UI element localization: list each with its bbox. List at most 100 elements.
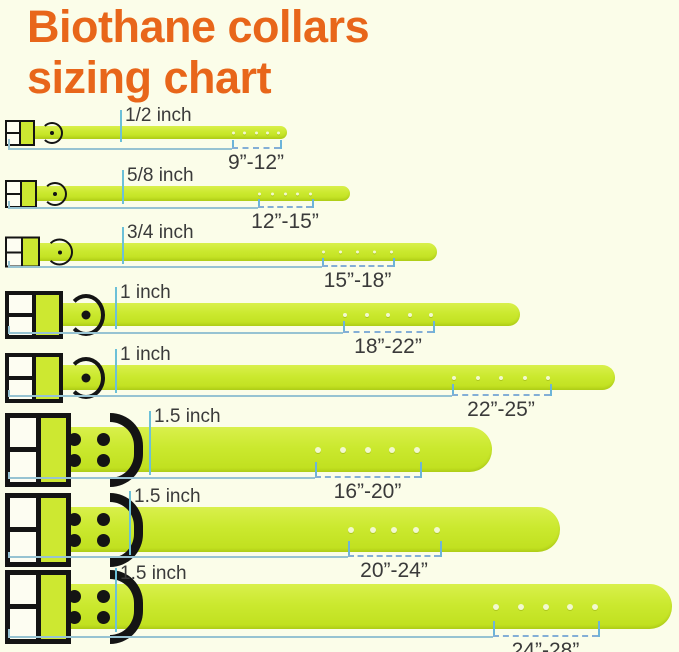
measure-tick-start — [322, 258, 324, 267]
rivets-icon — [68, 432, 110, 467]
measure-tick-start — [343, 321, 345, 333]
range-label: 24”-28” — [511, 639, 580, 652]
buckle-icon — [5, 569, 71, 644]
collar-strap — [8, 243, 437, 261]
measure-line-dashed — [348, 555, 440, 557]
measure-tick-end — [433, 321, 435, 333]
adjustment-holes — [493, 603, 598, 610]
adjustment-holes — [348, 526, 440, 533]
d-ring-icon — [46, 238, 73, 266]
measure-stub — [8, 390, 10, 396]
width-tick — [122, 227, 124, 264]
d-ring-icon — [67, 356, 105, 399]
measure-tick-start — [315, 462, 317, 478]
measure-tick-start — [493, 621, 495, 637]
measure-line-dashed — [343, 331, 433, 333]
buckle-icon — [5, 492, 71, 567]
collar-strap — [8, 365, 615, 390]
range-label: 12”-15” — [251, 210, 319, 233]
measure-line-solid — [8, 332, 343, 334]
measure-stub — [8, 326, 10, 333]
d-ring-icon — [110, 412, 143, 487]
measure-tick-start — [258, 199, 260, 208]
measure-line-dashed — [232, 147, 280, 149]
measure-tick-end — [598, 621, 600, 637]
measure-tick-start — [452, 384, 454, 396]
measure-line-dashed — [322, 265, 393, 267]
width-tick — [115, 349, 117, 393]
measure-line-solid — [8, 556, 348, 558]
measure-tick-start — [232, 140, 234, 149]
range-label: 16”-20” — [333, 480, 402, 503]
collar-strap — [8, 427, 492, 472]
measure-stub — [8, 201, 10, 208]
range-label: 9”-12” — [227, 151, 285, 174]
measure-tick-start — [348, 541, 350, 557]
measure-line-solid — [8, 395, 452, 397]
width-label: 1.5 inch — [134, 486, 201, 507]
width-tick — [120, 110, 122, 142]
measure-stub — [8, 139, 10, 149]
width-label: 5/8 inch — [127, 165, 194, 186]
measure-line-solid — [8, 636, 493, 638]
buckle-icon — [5, 179, 37, 208]
buckle-icon — [5, 119, 35, 146]
measure-stub — [8, 261, 10, 267]
range-label: 18”-22” — [354, 335, 422, 358]
buckle-icon — [5, 290, 63, 339]
buckle-icon — [5, 352, 63, 403]
width-tick — [129, 491, 131, 555]
range-label: 22”-25” — [467, 398, 535, 421]
measure-line-dashed — [493, 635, 598, 637]
adjustment-holes — [315, 446, 420, 453]
measure-line-solid — [8, 207, 258, 209]
d-ring-icon — [110, 492, 143, 567]
title-line-1: Biothane collars — [27, 1, 370, 52]
width-tick — [115, 287, 117, 329]
measure-tick-end — [550, 384, 552, 396]
measure-line-dashed — [452, 394, 550, 396]
d-ring-icon — [67, 293, 105, 336]
width-tick — [122, 170, 124, 204]
d-ring-icon — [110, 569, 143, 644]
title-line-2: sizing chart — [27, 51, 272, 103]
measure-tick-end — [393, 258, 395, 267]
buckle-icon — [5, 412, 71, 487]
width-tick — [149, 411, 151, 475]
measure-tick-end — [440, 541, 442, 557]
collar-strap — [8, 126, 287, 139]
adjustment-holes — [232, 131, 280, 134]
width-tick — [115, 568, 117, 632]
measure-stub — [8, 629, 10, 637]
width-label: 1/2 inch — [125, 105, 192, 126]
measure-line-solid — [8, 148, 232, 150]
measure-tick-end — [280, 140, 282, 149]
measure-line-solid — [8, 266, 322, 268]
width-label: 1.5 inch — [154, 406, 221, 427]
collar-strap — [8, 303, 520, 326]
adjustment-holes — [258, 192, 312, 195]
measure-line-dashed — [315, 476, 420, 478]
adjustment-holes — [452, 375, 550, 380]
measure-stub — [8, 472, 10, 478]
adjustment-holes — [322, 250, 393, 254]
measure-tick-end — [420, 462, 422, 478]
width-label: 1 inch — [120, 344, 171, 365]
adjustment-holes — [343, 312, 433, 317]
width-label: 3/4 inch — [127, 222, 194, 243]
d-ring-icon — [41, 121, 63, 144]
page-title: Biothane collars sizing chart — [27, 1, 370, 104]
measure-line-solid — [8, 477, 315, 479]
rivets-icon — [68, 512, 110, 547]
width-label: 1 inch — [120, 282, 171, 303]
d-ring-icon — [43, 181, 67, 206]
measure-tick-end — [312, 199, 314, 208]
range-label: 15”-18” — [323, 269, 392, 292]
buckle-icon — [5, 236, 40, 268]
measure-line-dashed — [258, 206, 312, 208]
width-label: 1.5 inch — [120, 563, 187, 584]
measure-stub — [8, 552, 10, 557]
range-label: 20”-24” — [360, 559, 428, 582]
collar-strap — [8, 186, 350, 201]
